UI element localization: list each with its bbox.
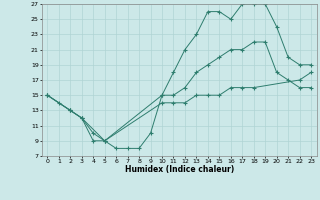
X-axis label: Humidex (Indice chaleur): Humidex (Indice chaleur) xyxy=(124,165,234,174)
